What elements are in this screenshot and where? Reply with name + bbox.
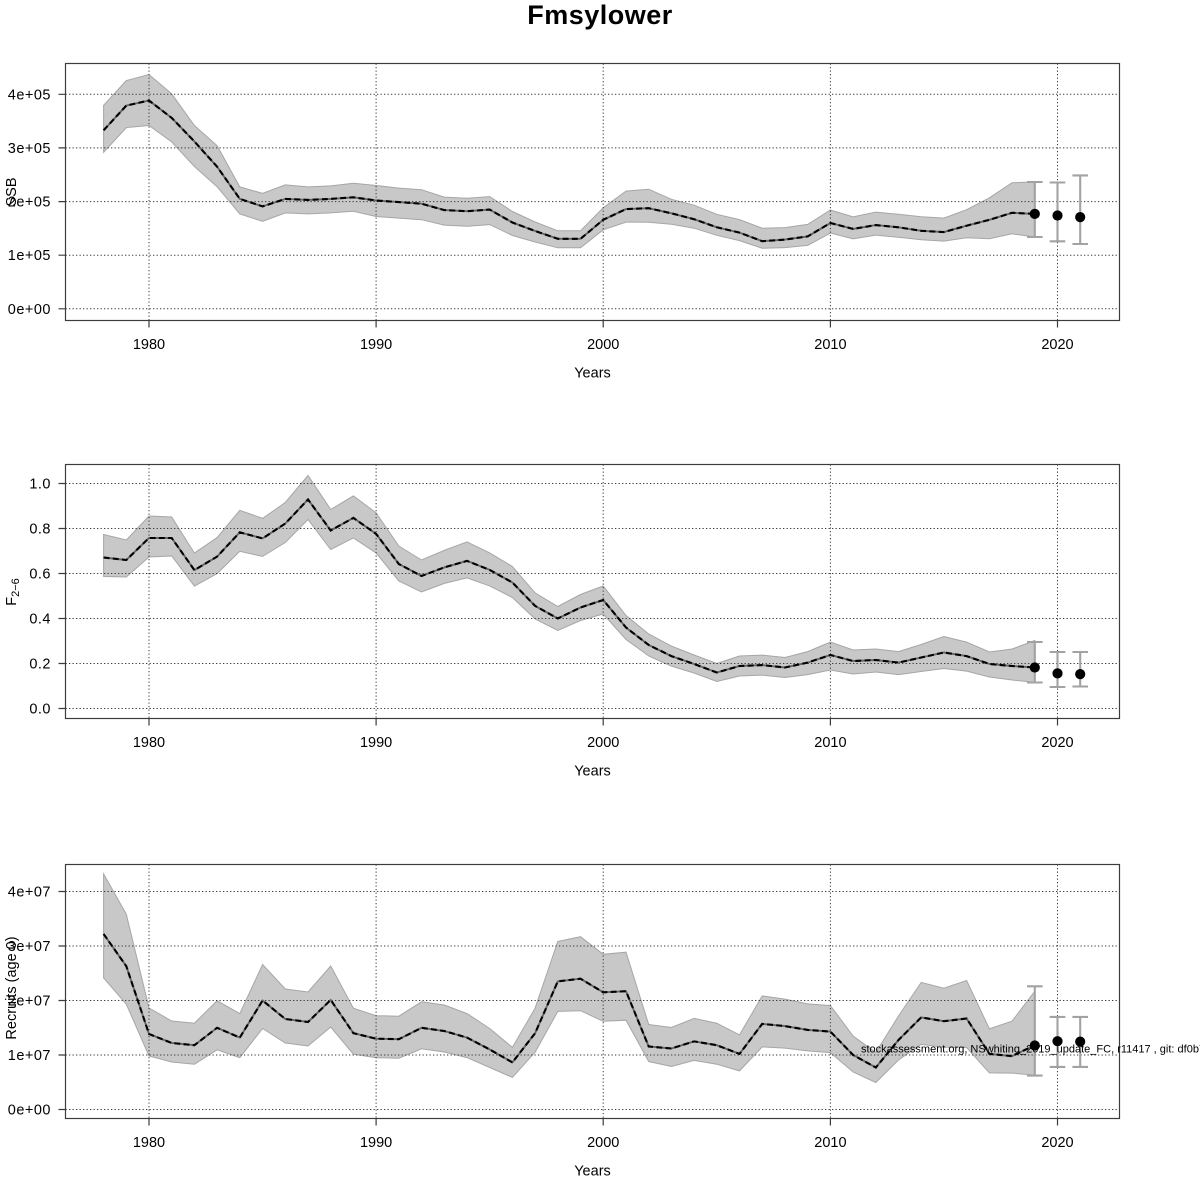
svg-text:1e+05: 1e+05 — [8, 248, 51, 264]
svg-text:1990: 1990 — [360, 1135, 392, 1151]
svg-text:Years: Years — [574, 764, 611, 780]
svg-text:1990: 1990 — [360, 735, 392, 751]
svg-text:3e+07: 3e+07 — [8, 939, 51, 955]
svg-text:0.2: 0.2 — [29, 657, 51, 673]
svg-text:1.0: 1.0 — [29, 477, 51, 493]
svg-text:Fmsylower: Fmsylower — [527, 0, 673, 30]
svg-text:SSB: SSB — [4, 177, 20, 206]
svg-text:2010: 2010 — [814, 1135, 846, 1151]
svg-text:2e+07: 2e+07 — [8, 994, 51, 1010]
svg-text:0e+00: 0e+00 — [8, 1103, 51, 1119]
svg-text:stockassessment.org, NSwhiting: stockassessment.org, NSwhiting_2019_upda… — [861, 1044, 1200, 1056]
svg-text:4e+07: 4e+07 — [8, 885, 51, 901]
svg-text:1990: 1990 — [360, 337, 392, 353]
svg-text:Years: Years — [574, 366, 611, 382]
svg-text:0.4: 0.4 — [29, 612, 51, 628]
svg-text:0e+00: 0e+00 — [8, 302, 51, 318]
svg-text:2e+05: 2e+05 — [8, 195, 51, 211]
svg-text:0.6: 0.6 — [29, 567, 51, 583]
svg-text:2020: 2020 — [1041, 735, 1073, 751]
svg-text:2000: 2000 — [587, 1135, 619, 1151]
svg-text:2010: 2010 — [814, 735, 846, 751]
svg-text:Years: Years — [574, 1164, 611, 1180]
svg-text:1980: 1980 — [133, 1135, 165, 1151]
svg-text:4e+05: 4e+05 — [8, 87, 51, 103]
svg-text:1e+07: 1e+07 — [8, 1048, 51, 1064]
svg-text:2020: 2020 — [1041, 337, 1073, 353]
svg-text:1980: 1980 — [133, 337, 165, 353]
svg-text:2000: 2000 — [587, 337, 619, 353]
svg-text:3e+05: 3e+05 — [8, 141, 51, 157]
svg-text:2010: 2010 — [814, 337, 846, 353]
svg-text:0.8: 0.8 — [29, 522, 51, 538]
svg-text:2000: 2000 — [587, 735, 619, 751]
svg-text:2020: 2020 — [1041, 1135, 1073, 1151]
svg-text:0.0: 0.0 — [29, 702, 51, 718]
svg-text:1980: 1980 — [133, 735, 165, 751]
svg-text:Recruits (age 0): Recruits (age 0) — [4, 936, 20, 1039]
